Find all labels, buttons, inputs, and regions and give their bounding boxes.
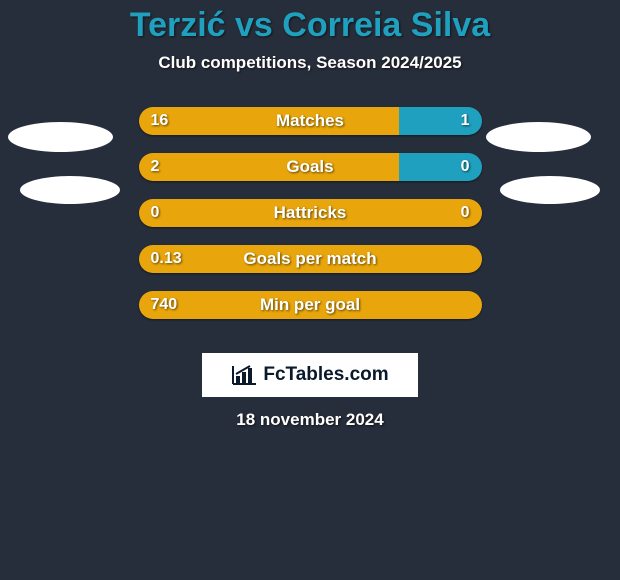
decorative-oval <box>486 122 591 152</box>
stat-value-left: 740 <box>151 291 178 319</box>
stat-bar-left-segment <box>139 153 400 181</box>
stat-bar-left-segment <box>139 291 482 319</box>
subtitle: Club competitions, Season 2024/2025 <box>0 53 620 73</box>
date-label: 18 november 2024 <box>0 410 620 430</box>
stat-value-left: 2 <box>151 153 160 181</box>
stat-bar-left-segment <box>139 245 482 273</box>
source-badge: FcTables.com <box>202 353 418 397</box>
source-badge-text: FcTables.com <box>263 364 388 386</box>
stat-bar-left-segment <box>139 199 482 227</box>
stat-row: Goals20 <box>139 153 482 181</box>
stat-value-left: 16 <box>151 107 169 135</box>
decorative-oval <box>8 122 113 152</box>
stat-value-left: 0 <box>151 199 160 227</box>
stat-value-right: 1 <box>461 107 470 135</box>
stat-value-right: 0 <box>461 199 470 227</box>
stat-value-right: 0 <box>461 153 470 181</box>
stat-row: Min per goal740 <box>139 291 482 319</box>
stat-row: Hattricks00 <box>139 199 482 227</box>
decorative-oval <box>20 176 120 204</box>
stat-row: Goals per match0.13 <box>139 245 482 273</box>
stat-bar <box>139 153 482 181</box>
stat-value-left: 0.13 <box>151 245 182 273</box>
comparison-infographic: Terzić vs Correia Silva Club competition… <box>0 0 620 580</box>
stat-row: Matches161 <box>139 107 482 135</box>
page-title: Terzić vs Correia Silva <box>0 0 620 45</box>
stat-bar-left-segment <box>139 107 400 135</box>
stat-bar <box>139 245 482 273</box>
stat-bar <box>139 107 482 135</box>
stat-bar <box>139 199 482 227</box>
decorative-oval <box>500 176 600 204</box>
stat-bar <box>139 291 482 319</box>
bar-chart-icon <box>231 364 257 386</box>
